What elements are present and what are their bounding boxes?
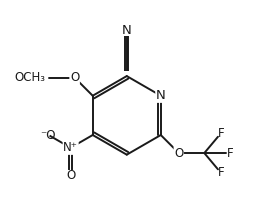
Text: O: O: [70, 71, 79, 84]
Text: N: N: [122, 24, 132, 37]
Text: OCH₃: OCH₃: [14, 71, 45, 84]
Text: F: F: [226, 146, 233, 160]
Text: ⁻O: ⁻O: [41, 129, 56, 141]
Text: F: F: [217, 127, 224, 140]
Text: O: O: [174, 146, 183, 160]
Text: N: N: [156, 89, 166, 102]
Text: F: F: [217, 166, 224, 179]
Text: O: O: [66, 169, 75, 182]
Text: N⁺: N⁺: [63, 141, 78, 154]
